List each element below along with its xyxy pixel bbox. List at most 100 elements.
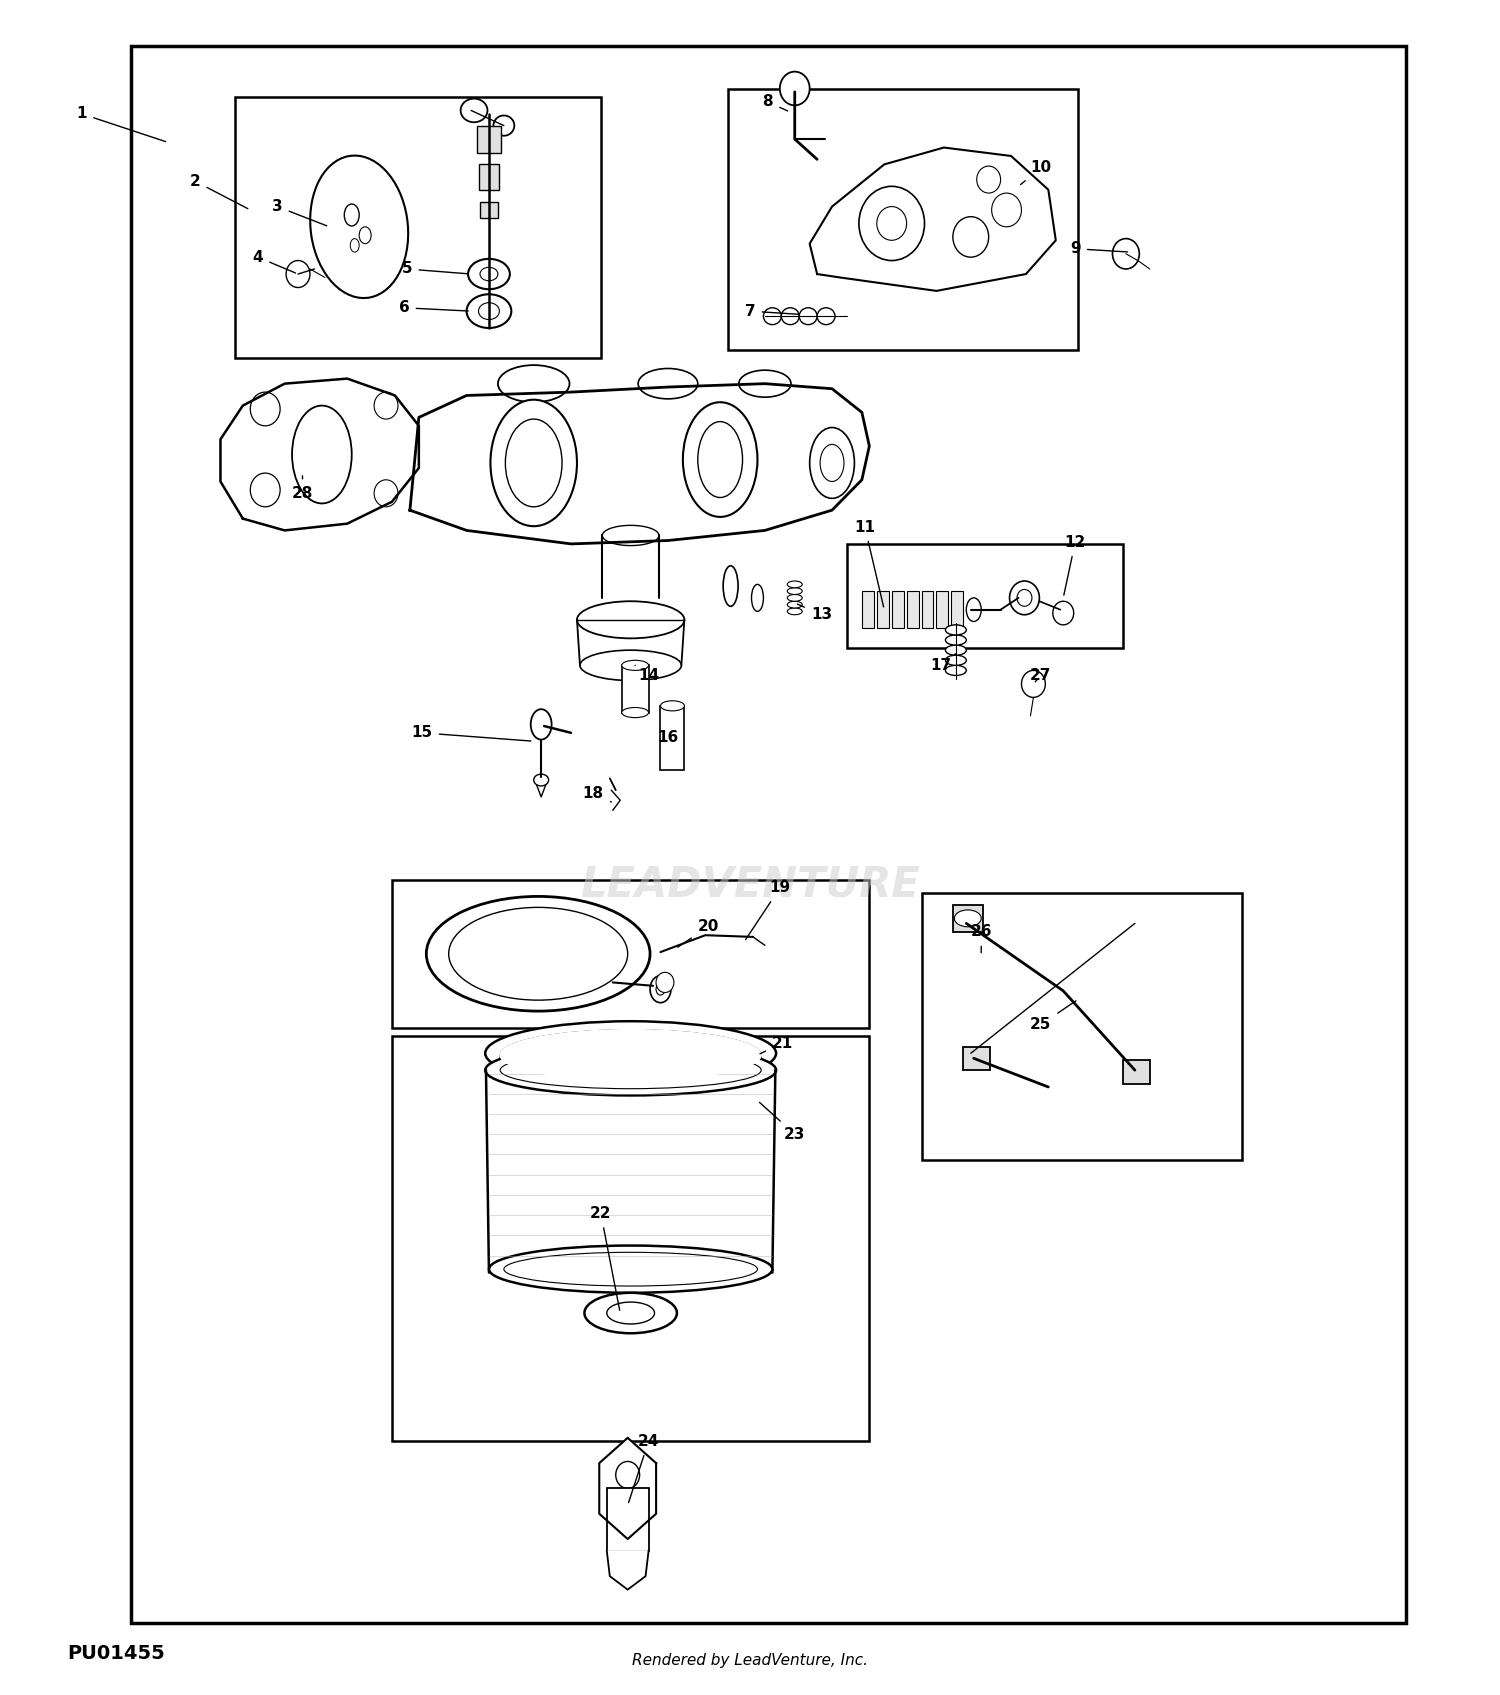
Circle shape <box>251 473 280 507</box>
Circle shape <box>1113 239 1140 270</box>
Circle shape <box>1053 602 1074 625</box>
Ellipse shape <box>788 595 802 602</box>
Text: 22: 22 <box>590 1207 620 1310</box>
Circle shape <box>374 480 398 507</box>
Circle shape <box>656 973 674 993</box>
Circle shape <box>251 392 280 425</box>
Ellipse shape <box>782 308 800 325</box>
Ellipse shape <box>945 625 966 636</box>
Ellipse shape <box>448 907 627 1000</box>
Ellipse shape <box>534 775 549 786</box>
Ellipse shape <box>818 308 836 325</box>
Ellipse shape <box>800 308 818 325</box>
Ellipse shape <box>660 700 684 710</box>
Bar <box>921 592 933 629</box>
Bar <box>130 46 1407 1624</box>
Bar <box>878 592 888 629</box>
Text: 24: 24 <box>628 1434 660 1503</box>
Circle shape <box>859 186 924 261</box>
Text: 8: 8 <box>762 95 788 110</box>
Bar <box>891 592 903 629</box>
Bar <box>236 97 602 358</box>
Ellipse shape <box>638 368 698 398</box>
Text: 18: 18 <box>584 786 612 802</box>
Text: 7: 7 <box>744 303 800 319</box>
Ellipse shape <box>650 976 670 1003</box>
Polygon shape <box>410 383 870 544</box>
Ellipse shape <box>500 1032 760 1083</box>
Ellipse shape <box>494 115 514 136</box>
Text: 13: 13 <box>798 603 832 622</box>
Ellipse shape <box>466 295 512 329</box>
Bar <box>728 88 1078 349</box>
Ellipse shape <box>426 897 650 1012</box>
Circle shape <box>952 217 988 258</box>
Circle shape <box>992 193 1022 227</box>
Circle shape <box>615 1461 639 1488</box>
Ellipse shape <box>752 585 764 612</box>
Ellipse shape <box>350 239 358 253</box>
Circle shape <box>780 71 810 105</box>
Ellipse shape <box>621 707 648 717</box>
Bar <box>477 125 501 153</box>
Ellipse shape <box>945 636 966 646</box>
Text: 28: 28 <box>292 476 314 500</box>
Text: 26: 26 <box>970 924 992 953</box>
Text: 3: 3 <box>272 198 327 225</box>
Text: 23: 23 <box>759 1102 806 1142</box>
Ellipse shape <box>810 427 855 498</box>
Text: 27: 27 <box>1030 668 1051 683</box>
Bar <box>862 592 874 629</box>
Bar <box>936 592 948 629</box>
Bar <box>952 905 982 932</box>
Bar <box>951 592 963 629</box>
Ellipse shape <box>531 709 552 739</box>
Text: 16: 16 <box>657 731 678 746</box>
Bar <box>963 1046 990 1070</box>
Bar <box>608 1488 648 1551</box>
Text: 17: 17 <box>930 654 956 673</box>
Bar <box>621 666 648 712</box>
Polygon shape <box>600 1437 656 1539</box>
Bar <box>480 202 498 219</box>
Ellipse shape <box>966 598 981 622</box>
Ellipse shape <box>580 651 681 680</box>
Bar <box>1124 1059 1150 1083</box>
Ellipse shape <box>698 422 742 498</box>
Text: 20: 20 <box>678 919 718 948</box>
Ellipse shape <box>345 203 358 225</box>
Ellipse shape <box>310 156 408 298</box>
Circle shape <box>976 166 1000 193</box>
Ellipse shape <box>480 268 498 281</box>
Ellipse shape <box>656 983 664 995</box>
Ellipse shape <box>945 646 966 656</box>
Text: PU01455: PU01455 <box>68 1644 165 1663</box>
Ellipse shape <box>489 1246 772 1293</box>
Ellipse shape <box>506 419 562 507</box>
Text: 2: 2 <box>189 175 248 208</box>
Ellipse shape <box>945 656 966 666</box>
Polygon shape <box>810 147 1056 292</box>
Ellipse shape <box>292 405 351 503</box>
Bar <box>660 705 684 770</box>
Ellipse shape <box>788 588 802 595</box>
Text: 9: 9 <box>1070 241 1128 256</box>
Bar <box>906 592 918 629</box>
Text: Rendered by LeadVenture, Inc.: Rendered by LeadVenture, Inc. <box>632 1653 868 1668</box>
Text: 6: 6 <box>399 300 468 315</box>
Circle shape <box>878 207 906 241</box>
Text: 12: 12 <box>1064 534 1086 595</box>
Circle shape <box>286 261 310 288</box>
Ellipse shape <box>608 1302 654 1324</box>
Ellipse shape <box>478 303 500 320</box>
Bar <box>847 544 1124 649</box>
Ellipse shape <box>500 1051 760 1088</box>
Text: 15: 15 <box>411 725 531 741</box>
Ellipse shape <box>484 1020 776 1085</box>
Ellipse shape <box>788 581 802 588</box>
Ellipse shape <box>682 402 758 517</box>
Ellipse shape <box>500 1029 760 1080</box>
Ellipse shape <box>490 400 578 525</box>
Ellipse shape <box>578 602 684 639</box>
Text: 25: 25 <box>1030 1000 1075 1032</box>
